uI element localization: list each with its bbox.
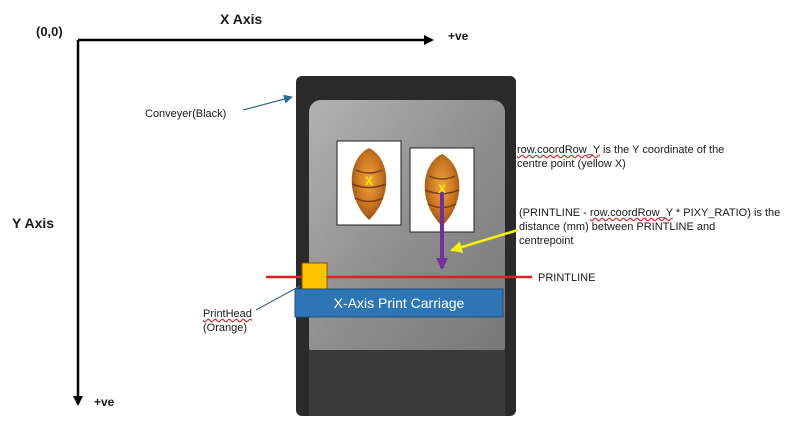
conveyor-callout-line	[242, 94, 293, 111]
distance-note-line1: (PRINTLINE - row.coordRow_Y * PIXY_RATIO…	[519, 206, 780, 220]
x-axis-label: X Axis	[220, 11, 263, 27]
printhead-label: PrintHead (Orange)	[203, 307, 252, 335]
distance-note-start: (PRINTLINE -	[519, 207, 590, 219]
x-axis-print-carriage	[294, 288, 504, 318]
y-positive-label: +ve	[94, 395, 115, 409]
center-mark-right: X	[438, 182, 446, 196]
conveyor-lower-belt	[309, 350, 505, 416]
coord-note-line1-rest: is the Y coordinate of the	[599, 144, 725, 156]
distance-note-line3: centrepoint	[519, 235, 574, 247]
conveyor-belt	[309, 100, 505, 358]
distance-note-line1-rest: * PIXY_RATIO) is the	[672, 207, 781, 219]
coord-note-code: row.coordRow_Y	[517, 144, 600, 156]
printline-label: PRINTLINE	[538, 272, 596, 284]
center-mark-left: X	[365, 174, 373, 188]
coord-note-line1: row.coordRow_Y is the Y coordinate of th…	[517, 143, 724, 157]
printhead-label-line2: (Orange)	[203, 322, 248, 334]
distance-note: (PRINTLINE - row.coordRow_Y * PIXY_RATIO…	[519, 206, 780, 248]
x-positive-label: +ve	[448, 29, 469, 43]
printhead-label-line1: PrintHead	[203, 308, 252, 320]
coord-note: row.coordRow_Y is the Y coordinate of th…	[517, 143, 724, 171]
distance-note-code: row.coordRow_Y	[589, 207, 673, 219]
distance-note-line2: distance (mm) between PRINTLINE and	[519, 221, 716, 233]
distance-pointer-arrow	[450, 228, 519, 253]
origin-label: (0,0)	[36, 24, 63, 39]
conveyor-label: Conveyer(Black)	[145, 108, 227, 120]
y-axis-label: Y Axis	[12, 215, 55, 231]
printhead-callout-line	[255, 285, 301, 311]
croissant-left	[351, 148, 387, 220]
printhead	[301, 262, 328, 291]
carriage-label: X-Axis Print Carriage	[333, 295, 465, 311]
coord-note-line2: centre point (yellow X)	[517, 158, 626, 170]
